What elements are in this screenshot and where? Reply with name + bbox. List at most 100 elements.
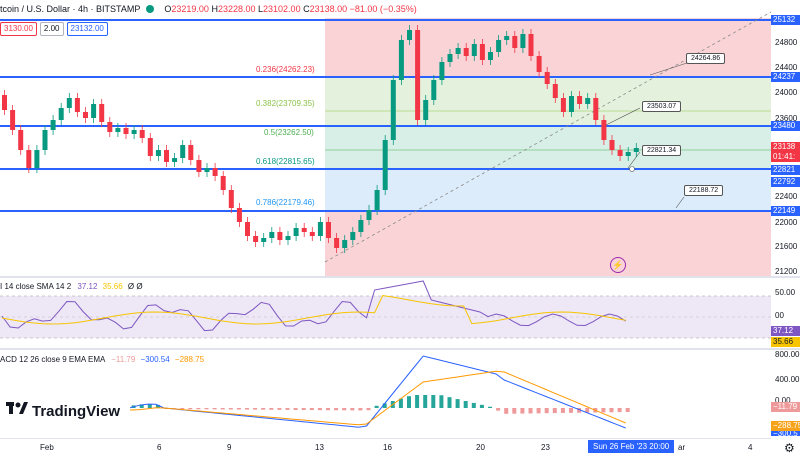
candle-body xyxy=(269,232,275,238)
candle-body xyxy=(569,96,574,112)
time-tick: 9 xyxy=(227,443,232,452)
candle-body xyxy=(123,128,129,134)
macd-hist-bar xyxy=(317,408,322,411)
candle-body xyxy=(236,208,242,222)
candle-body xyxy=(455,48,461,54)
anchor-point[interactable] xyxy=(629,166,635,172)
candle-body xyxy=(601,120,607,140)
rsi-axis[interactable]: 50.00 00 37.12 35.66 xyxy=(771,278,800,348)
macd-hist-bar xyxy=(471,402,476,408)
macd-tick: 800.00 xyxy=(775,350,800,359)
candle-body xyxy=(463,48,469,56)
macd-hist-bar xyxy=(285,408,290,410)
pane-separator[interactable] xyxy=(0,276,800,278)
tv-mark-icon xyxy=(6,401,28,421)
candle-body xyxy=(390,80,396,140)
lightning-icon[interactable]: ⚡ xyxy=(610,257,626,273)
fib-zone-bottom xyxy=(325,212,771,276)
candle-body xyxy=(350,232,356,240)
macd-hist-bar xyxy=(326,408,330,411)
macd-hist-bar xyxy=(504,408,509,414)
open-value: 23219.00 xyxy=(171,4,209,14)
time-tick: 13 xyxy=(315,443,324,452)
macd-hist-bar xyxy=(585,408,590,413)
fib-label-05: 0.5(23262.50) xyxy=(264,128,314,137)
candle-body xyxy=(131,130,137,134)
candle-body xyxy=(34,150,40,168)
candle-body xyxy=(415,30,421,120)
rsi-sma-line xyxy=(1,295,626,325)
candle-body xyxy=(552,84,558,98)
gear-icon[interactable]: ⚙ xyxy=(784,441,795,455)
rsi-tag: 37.12 xyxy=(771,326,800,336)
market-status-dot xyxy=(146,5,155,13)
fib-label-0786: 0.786(22179.46) xyxy=(256,198,315,207)
candle-body xyxy=(447,54,453,62)
price-callout-22821[interactable]: 22821.34 xyxy=(642,145,682,156)
time-tick: Feb xyxy=(40,443,54,452)
macd-hist-bar xyxy=(601,408,606,413)
candle-body xyxy=(26,150,32,168)
price-chart[interactable] xyxy=(0,0,771,276)
candle-body xyxy=(407,30,412,40)
candle-body xyxy=(107,122,113,132)
rsi-sma-tag: 35.66 xyxy=(771,337,800,347)
macd-hist-bar xyxy=(488,406,492,408)
macd-hist-bar xyxy=(552,408,557,414)
macd-hist-bar xyxy=(382,403,387,408)
macd-hist-bar xyxy=(204,408,209,410)
candle-body xyxy=(74,98,80,112)
price-axis[interactable]: 24800 24000 23600 22400 22000 21600 2120… xyxy=(771,0,800,276)
candle-body xyxy=(285,236,291,240)
candle-body xyxy=(504,36,510,40)
macd-legend[interactable]: ACD 12 26 close 9 EMA EMA −11.79 −300.54… xyxy=(0,355,204,364)
macd-hist-bar xyxy=(196,408,201,410)
rsi-legend[interactable]: I 14 close SMA 14 2 37.12 35.66 Ø Ø xyxy=(0,282,143,291)
candle-body xyxy=(164,150,169,162)
macd-hist-bar xyxy=(560,408,565,413)
tradingview-logo[interactable]: TradingView xyxy=(2,394,130,428)
candle-body xyxy=(520,34,526,48)
candle-body xyxy=(172,158,178,162)
macd-hist-bar xyxy=(407,396,411,408)
sell-price-button[interactable]: 3130.00 xyxy=(0,22,37,36)
logo-wordmark: TradingView xyxy=(32,402,121,420)
candle-body xyxy=(625,152,631,156)
macd-hist-bar xyxy=(463,401,468,408)
change-value: −81.00 (−0.35%) xyxy=(349,4,417,14)
candle-body xyxy=(544,72,550,84)
rsi-value: 37.12 xyxy=(77,282,98,291)
price-tag-22149: 22149 xyxy=(771,206,800,216)
candle-body xyxy=(439,62,445,80)
macd-hist-bar xyxy=(496,408,501,411)
rsi-legend-title: I 14 close SMA 14 2 xyxy=(0,282,72,291)
macd-hist-bar xyxy=(366,408,371,411)
candle-body xyxy=(66,98,72,108)
candle-body xyxy=(155,150,161,156)
price-tick: 21600 xyxy=(775,242,798,251)
ohlc-readout: O23219.00 H23228.00 L23102.00 C23138.00 … xyxy=(164,4,417,14)
price-callout-24264[interactable]: 24264.86 xyxy=(686,53,726,64)
time-axis[interactable]: Feb 6 9 13 16 20 23 ar 4 xyxy=(0,438,771,459)
symbol-title[interactable]: tcoin / U.S. Dollar · 4h · BITSTAMP xyxy=(0,4,141,14)
fib-label-0382: 0.382(23709.35) xyxy=(256,99,315,108)
macd-hist-bar xyxy=(512,408,517,414)
macd-hist-bar xyxy=(577,408,582,413)
macd-hist-bar xyxy=(277,408,282,410)
callout-leader-3 xyxy=(627,151,641,169)
price-tag-25132: 25132 xyxy=(771,15,800,25)
macd-hist-bar xyxy=(342,408,347,411)
time-tick: 16 xyxy=(383,443,392,452)
macd-hist-bar xyxy=(398,398,403,408)
price-callout-23503[interactable]: 23503.07 xyxy=(642,101,682,112)
rsi-pane[interactable] xyxy=(0,278,771,348)
price-callout-22188[interactable]: 22188.72 xyxy=(684,185,724,196)
macd-hist-bar xyxy=(301,408,306,411)
price-tick: 22400 xyxy=(775,192,798,201)
macd-hist-tag: −11.79 xyxy=(771,402,800,412)
macd-hist-bar xyxy=(431,395,436,408)
candle-body xyxy=(528,34,534,56)
macd-axis[interactable]: 800.00 400.00 0.00 −11.79 −288.75 −300.5 xyxy=(771,350,800,436)
buy-price-button[interactable]: 23132.00 xyxy=(66,22,108,36)
pane-separator[interactable] xyxy=(0,348,800,350)
